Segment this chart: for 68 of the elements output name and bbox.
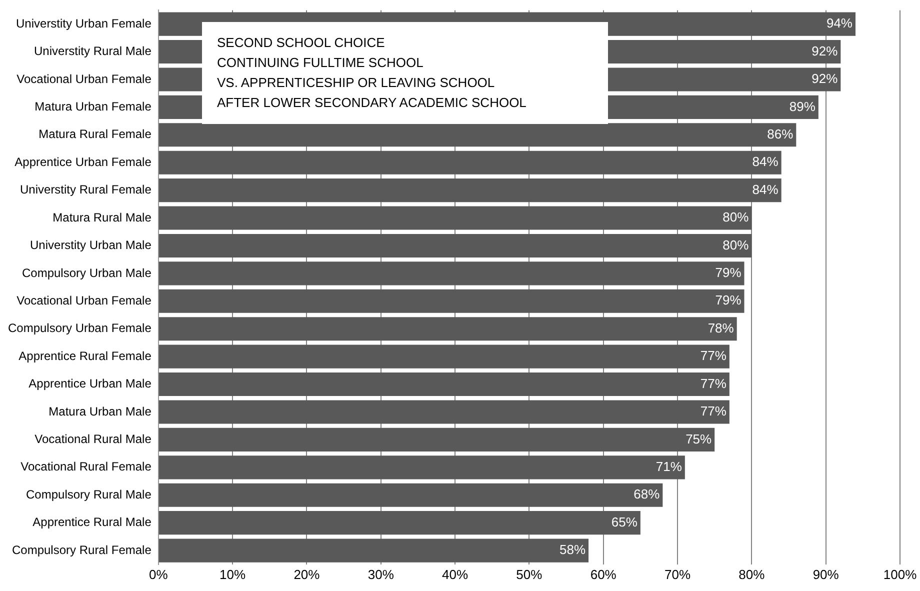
x-tick-label: 30% — [368, 566, 394, 582]
bar — [158, 372, 730, 396]
data-label: 79% — [715, 265, 742, 280]
data-label: 94% — [826, 16, 853, 31]
y-tick-label: Apprentice Urban Female — [14, 154, 152, 169]
data-label: 77% — [700, 404, 727, 419]
data-label: 77% — [700, 348, 727, 364]
x-tick-label: 10% — [220, 566, 246, 582]
x-tick-label: 70% — [664, 566, 691, 582]
bar — [158, 234, 752, 258]
data-label: 71% — [656, 458, 682, 474]
bar — [158, 456, 685, 480]
y-tick-label: Matura Rural Female — [38, 127, 152, 142]
data-label: 78% — [708, 320, 734, 336]
y-tick-label: Vocational Rural Female — [20, 460, 152, 474]
y-tick-label: Compulsory Rural Female — [12, 542, 152, 557]
data-label: 65% — [611, 514, 638, 530]
bar — [158, 400, 730, 424]
bar — [158, 483, 663, 507]
bar — [158, 538, 589, 562]
data-label: 92% — [812, 71, 838, 86]
bar — [158, 123, 796, 147]
data-label: 89% — [789, 98, 816, 114]
data-label: 80% — [722, 237, 750, 252]
data-label: 80% — [722, 210, 750, 225]
bar — [158, 289, 744, 313]
bar — [158, 262, 744, 286]
x-tick-label: 60% — [590, 566, 617, 582]
x-tick-label: 90% — [812, 566, 840, 582]
note-box: SECOND SCHOOL CHOICE CONTINUING FULLTIME SCHOOL VS. APPRENTICESHIP OR LEAVING SCHOOL AFTER LOWER SECONDARY ACADEMIC SCHOOL — [202, 22, 608, 124]
y-tick-label: Universtity Rural Male — [34, 44, 152, 58]
bar — [158, 206, 752, 230]
y-tick-label: Matura Urban Female — [34, 99, 152, 114]
data-label: 75% — [686, 431, 712, 446]
data-label: 58% — [559, 542, 586, 558]
y-tick-label: Universtity Rural Female — [20, 182, 152, 197]
data-label: 92% — [812, 43, 838, 58]
bar — [158, 178, 782, 202]
bar — [158, 511, 640, 535]
y-tick-label: Compulsory Urban Female — [8, 321, 152, 336]
y-tick-label: Apprentice Rural Female — [18, 348, 152, 363]
x-tick-label: 0% — [148, 566, 168, 582]
x-tick-label: 100% — [883, 566, 918, 582]
x-tick-label: 20% — [294, 566, 320, 582]
x-tick-label: 40% — [442, 566, 468, 582]
y-tick-label: Matura Urban Male — [48, 404, 152, 418]
y-tick-label: Compulsory Rural Male — [26, 487, 152, 502]
y-tick-label: Compulsory Urban Male — [22, 266, 152, 280]
data-label: 79% — [715, 292, 742, 308]
y-tick-label: Vocational Urban Female — [16, 72, 152, 86]
x-tick-label: 80% — [738, 566, 766, 582]
data-label: 84% — [752, 182, 779, 197]
bar — [158, 344, 730, 368]
y-tick-label: Matura Rural Male — [52, 210, 152, 224]
y-tick-label: Universtity Urban Female — [16, 16, 152, 30]
bar — [158, 150, 782, 174]
y-tick-label: Universtity Urban Male — [30, 238, 152, 252]
y-tick-label: Apprentice Rural Male — [32, 515, 152, 530]
y-tick-label: Apprentice Urban Male — [28, 376, 152, 391]
y-tick-label: Vocational Rural Male — [34, 432, 152, 446]
bar — [158, 428, 715, 452]
data-label: 84% — [752, 154, 779, 170]
x-tick-label: 50% — [516, 566, 543, 582]
data-label: 86% — [767, 126, 794, 142]
data-label: 77% — [700, 376, 727, 391]
y-tick-label: Vocational Urban Female — [16, 293, 152, 308]
bar — [158, 317, 737, 341]
data-label: 68% — [634, 486, 660, 502]
